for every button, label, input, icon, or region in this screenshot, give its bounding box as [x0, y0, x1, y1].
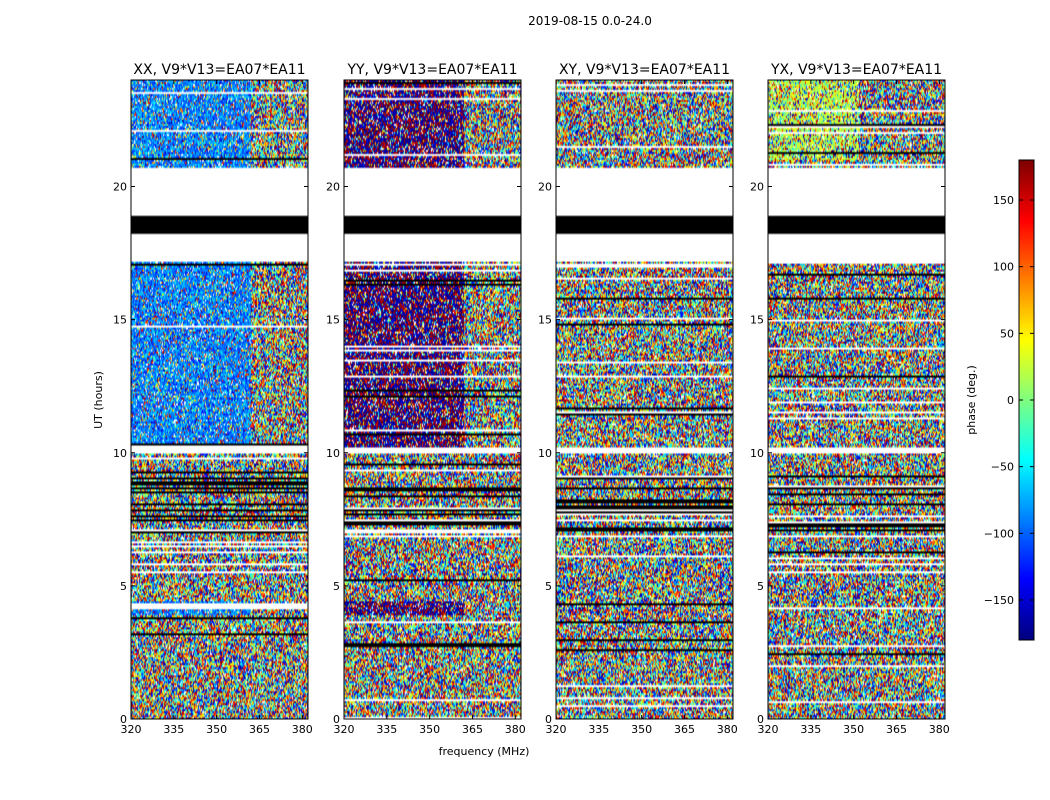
panels-group: XX, V9*V13=EA07*EA11 320 335 350 365 380 0 5 10 1…: [113, 62, 950, 736]
y-tick-label: 10: [750, 447, 764, 460]
colorbar-tick-label: 50: [1000, 327, 1014, 340]
phase-heatmap-3: [556, 80, 733, 719]
panel-frame: [343, 79, 522, 720]
colorbar-tick-label: 150: [993, 194, 1014, 207]
x-tick-label: 365: [249, 723, 270, 736]
y-tick-label: 0: [545, 713, 552, 726]
x-tick-label: 350: [419, 723, 440, 736]
colorbar-label: phase (deg.): [965, 365, 978, 435]
colorbar-tick-label: 100: [993, 261, 1014, 274]
phase-heatmap-4: [768, 80, 945, 719]
x-tick-label: 335: [376, 723, 397, 736]
x-tick-label: 365: [462, 723, 483, 736]
x-tick-label: 380: [717, 723, 738, 736]
colorbar-tick-label: −100: [984, 527, 1014, 540]
x-tick-label: 380: [505, 723, 526, 736]
colorbar-tick-label: −50: [991, 461, 1014, 474]
y-tick-label: 0: [333, 713, 340, 726]
y-tick-label: 20: [538, 181, 552, 194]
panel-title: XX, V9*V13=EA07*EA11: [133, 62, 305, 78]
x-axis-label: frequency (MHz): [439, 745, 530, 758]
colorbar-tick-label: −150: [984, 594, 1014, 607]
x-tick-label: 350: [843, 723, 864, 736]
colorbar-gradient: [1019, 160, 1034, 640]
x-tick-label: 365: [886, 723, 907, 736]
panel-1: XX, V9*V13=EA07*EA11 320 335 350 365 380 0 5 10 1…: [113, 62, 313, 736]
y-tick-label: 15: [750, 314, 764, 327]
x-tick-label: 350: [631, 723, 652, 736]
panel-frame: [130, 79, 309, 720]
phase-heatmap-2: [344, 80, 521, 719]
x-tick-label: 335: [163, 723, 184, 736]
y-tick-label: 15: [326, 314, 340, 327]
y-tick-label: 0: [120, 713, 127, 726]
y-tick-label: 15: [113, 314, 127, 327]
y-tick-label: 5: [120, 580, 127, 593]
panel-2: YY, V9*V13=EA07*EA11 320 335 350 365 380 0 5 10 1…: [326, 62, 526, 736]
colorbar: 150 100 50 0 −50 −100 −150: [984, 159, 1035, 641]
panel-3: XY, V9*V13=EA07*EA11 320 335 350 365 380 0 5 10 1…: [538, 62, 738, 736]
x-tick-label: 380: [929, 723, 950, 736]
x-tick-label: 335: [588, 723, 609, 736]
y-tick-label: 5: [333, 580, 340, 593]
y-tick-label: 20: [750, 181, 764, 194]
y-tick-label: 20: [113, 181, 127, 194]
y-tick-label: 5: [545, 580, 552, 593]
y-tick-label: 0: [757, 713, 764, 726]
y-axis-label: UT (hours): [92, 371, 105, 429]
y-tick-label: 20: [326, 181, 340, 194]
x-tick-label: 350: [206, 723, 227, 736]
x-tick-label: 320: [758, 723, 779, 736]
x-tick-label: 320: [546, 723, 567, 736]
x-tick-label: 335: [800, 723, 821, 736]
x-tick-label: 320: [121, 723, 142, 736]
panel-frame: [767, 79, 946, 720]
y-tick-label: 10: [538, 447, 552, 460]
panel-title: YY, V9*V13=EA07*EA11: [346, 62, 517, 78]
figure-title: 2019-08-15 0.0-24.0: [528, 14, 652, 28]
panel-title: XY, V9*V13=EA07*EA11: [559, 62, 730, 78]
x-tick-label: 365: [674, 723, 695, 736]
panel-title: YX, V9*V13=EA07*EA11: [770, 62, 942, 78]
y-tick-label: 10: [326, 447, 340, 460]
x-tick-label: 320: [334, 723, 355, 736]
y-tick-label: 10: [113, 447, 127, 460]
colorbar-tick-label: 0: [1007, 394, 1014, 407]
y-tick-label: 15: [538, 314, 552, 327]
y-tick-label: 5: [757, 580, 764, 593]
panel-4: YX, V9*V13=EA07*EA11 320 335 350 365 380 0 5 10 1…: [750, 62, 950, 736]
phase-heatmap-1: [131, 80, 308, 719]
panel-frame: [555, 79, 734, 720]
x-tick-label: 380: [292, 723, 313, 736]
